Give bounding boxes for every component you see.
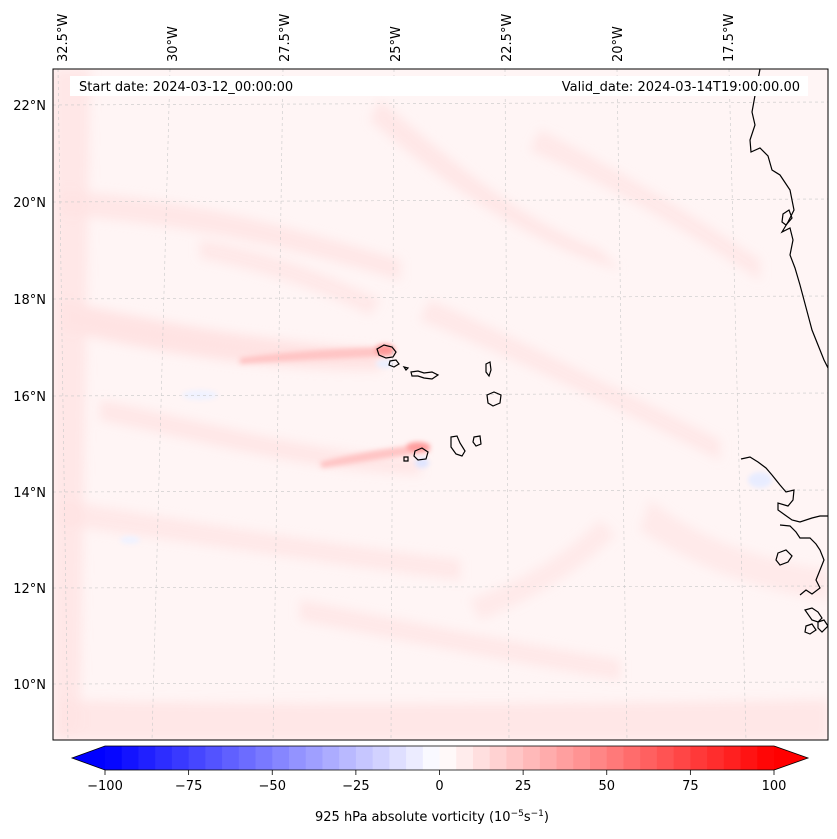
colorbar-title: 925 hPa absolute vorticity (10−5s−1): [315, 809, 549, 825]
colorbar-tick-label: −25: [342, 779, 369, 794]
colorbar-segment: [489, 746, 507, 770]
island-sao-vicente: [388, 359, 400, 368]
island-sao-nicolau: [410, 370, 440, 380]
colorbar-segment: [322, 746, 340, 770]
island-brava: [403, 456, 409, 462]
island-boa-vista: [486, 391, 502, 407]
colorbar-segment: [472, 746, 491, 770]
colorbar-segment: [288, 746, 307, 770]
island-sal: [485, 361, 492, 378]
colorbar-segment: [155, 746, 173, 770]
lat-label-10n: 10°N: [13, 678, 46, 693]
colorbar-segment: [673, 746, 691, 770]
colorbar-segment: [757, 746, 775, 770]
map-frame: [52, 68, 829, 741]
lon-label-32-5w: 32.5°W: [56, 14, 71, 62]
map-panel: [53, 69, 828, 740]
colorbar-segment: [272, 746, 290, 770]
graticule: [53, 69, 828, 740]
colorbar-segment: [222, 746, 240, 770]
lon-label-17-5w: 17.5°W: [722, 14, 737, 62]
colorbar-segment: [171, 746, 190, 770]
latitude-labels: 22°N 20°N 18°N 16°N 14°N 12°N 10°N: [13, 99, 46, 693]
lon-label-22-5w: 22.5°W: [500, 14, 515, 62]
lon-label-27-5w: 27.5°W: [278, 14, 293, 62]
colorbar-segment: [740, 746, 758, 770]
colorbar-segment: [422, 746, 440, 770]
colorbar-segment: [707, 746, 725, 770]
island-santiago: [450, 435, 466, 457]
colorbar-segment: [238, 746, 256, 770]
colorbar-tick-label: 50: [598, 779, 615, 794]
cape-verde-islands: [376, 344, 502, 462]
colorbar-segment: [339, 746, 357, 770]
colorbar-segment: [723, 746, 741, 770]
island-maio: [472, 435, 482, 447]
colorbar-tick-label: −100: [87, 779, 123, 794]
colorbar-ticks: −100 −75 −50 −25 0 25 50 75 100: [87, 770, 786, 794]
longitude-labels: 32.5°W 30°W 27.5°W 25°W 22.5°W 20°W 17.5…: [56, 14, 737, 62]
colorbar-segments: [105, 746, 775, 770]
colorbar-segment: [640, 746, 658, 770]
colorbar-segment: [506, 746, 524, 770]
lon-label-20w: 20°W: [611, 26, 626, 62]
colorbar-tick-label: 0: [435, 779, 443, 794]
lat-label-14n: 14°N: [13, 486, 46, 501]
colorbar-segment: [389, 746, 407, 770]
colorbar-segment: [523, 746, 541, 770]
valid-date-label: Valid_date: 2024-03-14T19:00:00.00: [562, 80, 800, 95]
colorbar-segment: [556, 746, 574, 770]
colorbar-segment: [305, 746, 323, 770]
colorbar-segment: [188, 746, 206, 770]
date-banner: [70, 76, 808, 96]
island-wakes: [120, 344, 772, 544]
colorbar-segment: [439, 746, 457, 770]
colorbar-tick-label: 100: [762, 779, 787, 794]
colorbar-segment: [355, 746, 374, 770]
start-date-label: Start date: 2024-03-12_00:00:00: [79, 80, 293, 95]
lat-label-18n: 18°N: [13, 293, 46, 308]
colorbar-segment: [539, 746, 557, 770]
colorbar-segment: [590, 746, 608, 770]
lon-label-30w: 30°W: [166, 26, 181, 62]
colorbar-tick-label: 25: [515, 779, 532, 794]
colorbar: −100 −75 −50 −25 0 25 50 75 100 925 hPa absolute…: [70, 745, 810, 825]
colorbar-tick-label: −75: [175, 779, 202, 794]
colorbar-segment: [690, 746, 708, 770]
colorbar-segment: [255, 746, 273, 770]
colorbar-segment: [121, 746, 139, 770]
lat-label-16n: 16°N: [13, 390, 46, 405]
colorbar-segment: [138, 746, 156, 770]
colorbar-segment: [456, 746, 474, 770]
colorbar-segment: [656, 746, 675, 770]
colorbar-segment: [105, 746, 123, 770]
colorbar-segment: [606, 746, 624, 770]
colorbar-segment: [573, 746, 591, 770]
colorbar-tick-label: −50: [259, 779, 286, 794]
lon-label-25w: 25°W: [389, 26, 404, 62]
lat-label-22n: 22°N: [13, 99, 46, 114]
colorbar-segment: [205, 746, 223, 770]
island-fogo: [413, 447, 429, 461]
colorbar-segment: [372, 746, 390, 770]
lat-label-20n: 20°N: [13, 196, 46, 211]
lat-label-12n: 12°N: [13, 582, 46, 597]
island-santa-luzia: [402, 366, 410, 371]
colorbar-max-extend: [774, 746, 808, 770]
island-santo-antao: [376, 344, 397, 359]
colorbar-segment: [623, 746, 641, 770]
african-coastline: [740, 69, 828, 635]
colorbar-min-extend: [72, 746, 105, 770]
colorbar-tick-label: 75: [682, 779, 699, 794]
colorbar-segment: [406, 746, 424, 770]
